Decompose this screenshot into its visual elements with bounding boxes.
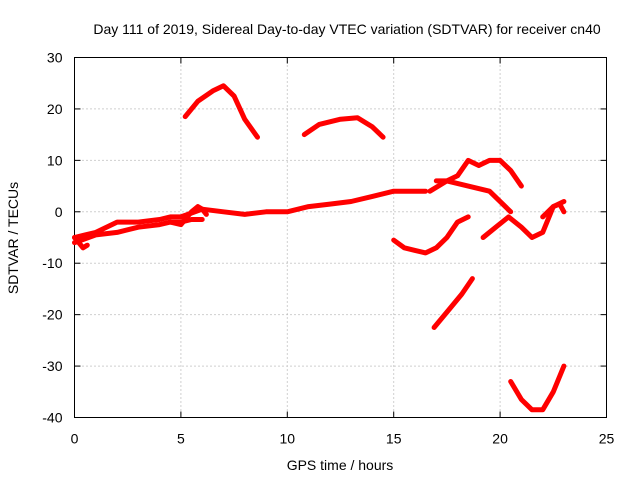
plot-frame bbox=[74, 57, 607, 418]
series-arc-dip-16h bbox=[391, 214, 471, 256]
y-tick-label: 0 bbox=[55, 204, 63, 220]
x-tick-label: 0 bbox=[71, 431, 79, 447]
axis-ticks bbox=[74, 57, 607, 418]
x-tick-label: 25 bbox=[599, 431, 615, 447]
series-arc-early-dip bbox=[72, 235, 90, 251]
series-arc-hump-13h bbox=[301, 115, 386, 140]
series-arc-trough-22h bbox=[508, 363, 567, 413]
y-tick-label: -40 bbox=[42, 410, 62, 426]
x-tick-label: 10 bbox=[280, 431, 296, 447]
x-tick-label: 5 bbox=[177, 431, 185, 447]
x-tick-labels: 0 5 10 15 20 25 bbox=[71, 431, 615, 447]
y-tick-label: 20 bbox=[47, 101, 63, 117]
series-arc-diagonal-18h bbox=[431, 276, 475, 330]
x-axis-label: GPS time / hours bbox=[287, 457, 394, 473]
data-series bbox=[72, 83, 567, 413]
x-tick-label: 20 bbox=[492, 431, 508, 447]
y-tick-label: -20 bbox=[42, 307, 62, 323]
series-arc-mid-19h bbox=[427, 178, 514, 215]
chart-title: Day 111 of 2019, Sidereal Day-to-day VTE… bbox=[93, 21, 601, 37]
y-tick-labels: -40 -30 -20 -10 0 10 20 30 bbox=[42, 50, 62, 426]
y-tick-label: -30 bbox=[42, 358, 62, 374]
series-arc-tail-22h bbox=[540, 201, 567, 220]
x-tick-label: 15 bbox=[386, 431, 402, 447]
series-arc-main-baseline bbox=[72, 188, 429, 240]
series-arc-main-lower bbox=[72, 217, 205, 246]
y-tick-label: 10 bbox=[47, 152, 63, 168]
series-arc-wiggle-5h bbox=[167, 204, 209, 228]
y-tick-label: 30 bbox=[47, 50, 63, 66]
gridlines bbox=[74, 57, 607, 418]
series-arc-peak-7h bbox=[182, 83, 260, 140]
y-axis-label: SDTVAR / TECUs bbox=[5, 182, 21, 294]
y-tick-label: -10 bbox=[42, 255, 62, 271]
